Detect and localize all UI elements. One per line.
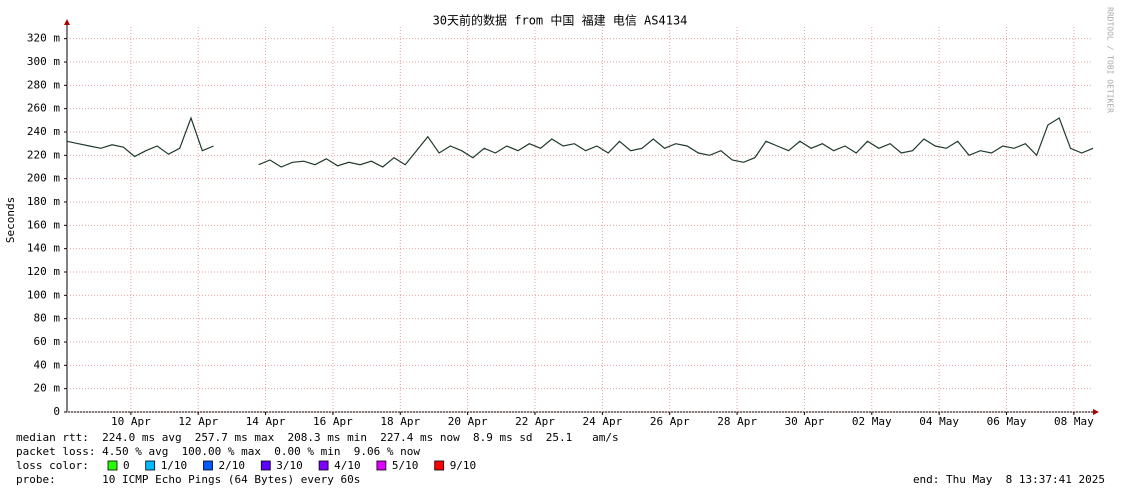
legend-label: 5/10 <box>392 459 419 472</box>
y-tick-label: 200 m <box>27 172 60 185</box>
legend-label: 4/10 <box>334 459 361 472</box>
y-tick-label: 20 m <box>34 382 61 395</box>
x-tick-label: 22 Apr <box>515 415 555 428</box>
axis-arrow <box>64 19 70 25</box>
y-tick-label: 240 m <box>27 125 60 138</box>
x-tick-label: 20 Apr <box>448 415 488 428</box>
y-tick-label: 60 m <box>34 335 61 348</box>
legend-swatch <box>434 460 445 471</box>
x-tick-label: 14 Apr <box>246 415 286 428</box>
legend-swatch <box>318 460 329 471</box>
watermark: RRDTOOL / TOBI OETIKER <box>1106 7 1115 113</box>
y-tick-label: 140 m <box>27 242 60 255</box>
y-tick-label: 160 m <box>27 218 60 231</box>
legend-label: 9/10 <box>450 459 477 472</box>
x-tick-label: 04 May <box>919 415 959 428</box>
y-tick-label: 80 m <box>34 312 61 325</box>
y-tick-label: 300 m <box>27 55 60 68</box>
y-tick-label: 260 m <box>27 102 60 115</box>
end-time: end: Thu May 8 13:37:41 2025 <box>913 473 1105 486</box>
x-tick-label: 24 Apr <box>582 415 622 428</box>
legend-swatch <box>107 460 118 471</box>
legend-label: 3/10 <box>276 459 303 472</box>
legend-label: 0 <box>123 459 130 472</box>
x-tick-label: 18 Apr <box>380 415 420 428</box>
stats-line: median rtt: 224.0 ms avg 257.7 ms max 20… <box>16 431 619 444</box>
y-tick-label: 320 m <box>27 32 60 45</box>
x-tick-label: 08 May <box>1054 415 1094 428</box>
legend-swatch <box>260 460 271 471</box>
legend-swatch <box>145 460 156 471</box>
axis-arrow <box>1093 409 1099 415</box>
x-tick-label: 16 Apr <box>313 415 353 428</box>
x-tick-label: 06 May <box>987 415 1027 428</box>
probe-info: probe: 10 ICMP Echo Pings (64 Bytes) eve… <box>16 473 360 486</box>
y-tick-label: 220 m <box>27 148 60 161</box>
x-tick-label: 30 Apr <box>785 415 825 428</box>
legend-label: 1/10 <box>161 459 188 472</box>
y-tick-label: 0 <box>53 405 60 418</box>
y-tick-label: 280 m <box>27 78 60 91</box>
y-tick-label: 100 m <box>27 288 60 301</box>
y-tick-label: 120 m <box>27 265 60 278</box>
y-tick-label: 180 m <box>27 195 60 208</box>
legend-swatch <box>203 460 213 471</box>
chart-title: 30天前的数据 from 中国 福建 电信 AS4134 <box>433 13 688 28</box>
x-tick-label: 10 Apr <box>111 415 151 428</box>
x-tick-label: 26 Apr <box>650 415 690 428</box>
median-line <box>66 116 1094 168</box>
x-tick-label: 28 Apr <box>717 415 757 428</box>
stats-line: packet loss: 4.50 % avg 100.00 % max 0.0… <box>16 445 420 458</box>
y-axis-label: Seconds <box>4 197 17 243</box>
x-tick-label: 12 Apr <box>178 415 218 428</box>
legend-swatch <box>376 460 387 471</box>
x-tick-label: 02 May <box>852 415 892 428</box>
legend-label: 2/10 <box>219 459 246 472</box>
legend-title: loss color: <box>16 459 89 472</box>
y-tick-label: 40 m <box>34 358 61 371</box>
